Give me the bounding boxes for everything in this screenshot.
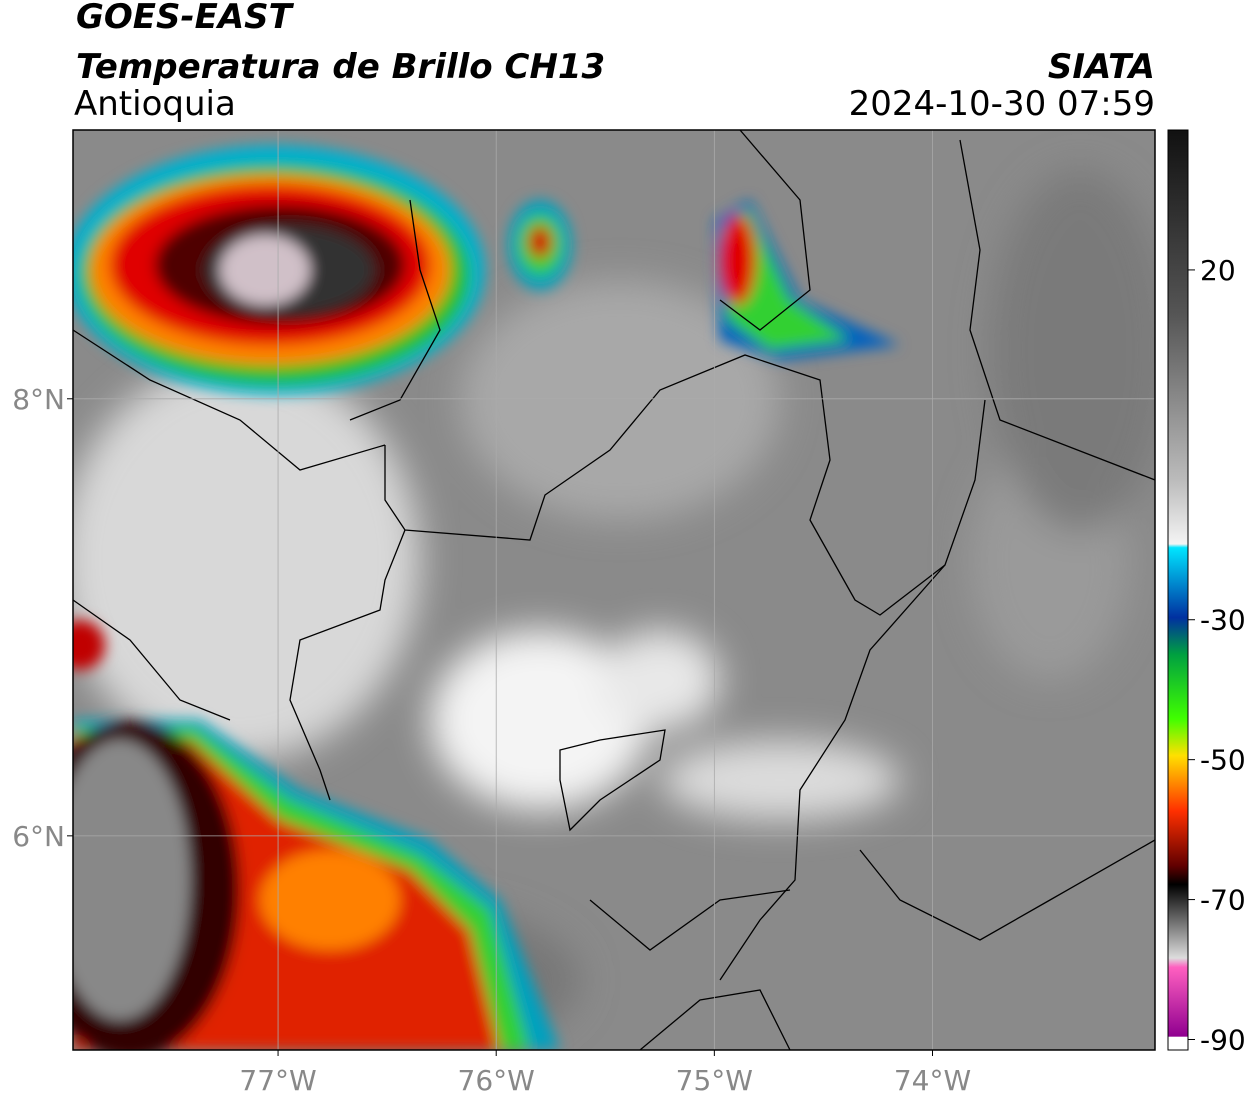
y-tick-label: 8°N xyxy=(12,383,65,416)
source-label: SIATA xyxy=(1048,47,1155,87)
gridlines xyxy=(73,130,1155,1050)
x-tick-label: 75°W xyxy=(676,1064,753,1097)
colorbar xyxy=(1167,129,1189,1051)
x-tick-label: 74°W xyxy=(894,1064,971,1097)
product-title: Temperatura de Brillo CH13 xyxy=(76,47,605,87)
x-tick-label: 76°W xyxy=(458,1064,535,1097)
colorbar-tick-label: 20 xyxy=(1200,254,1236,287)
y-tick-label: 6°N xyxy=(12,820,65,853)
satellite-title: GOES-EAST xyxy=(76,0,295,37)
map-frame xyxy=(72,129,1156,1051)
datetime-label: 2024-10-30 07:59 xyxy=(849,84,1155,124)
colorbar-tick-label: -50 xyxy=(1200,744,1246,777)
colorbar-tick-label: -70 xyxy=(1200,884,1246,917)
colorbar-tick-label: -30 xyxy=(1200,604,1246,637)
colorbar-tick-label: -90 xyxy=(1200,1024,1246,1057)
region-label: Antioquia xyxy=(74,84,236,124)
x-tick-label: 77°W xyxy=(239,1064,316,1097)
satellite-image xyxy=(73,130,1155,1050)
